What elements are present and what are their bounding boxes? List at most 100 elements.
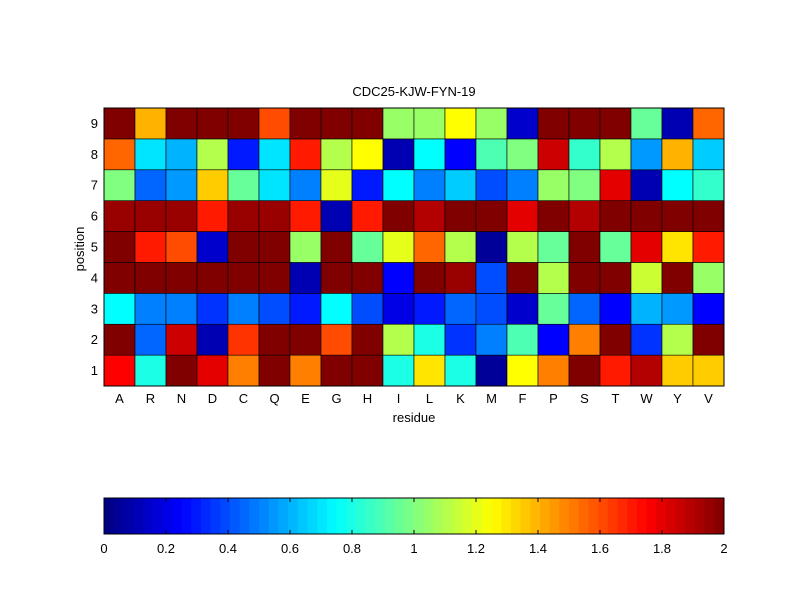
heatmap-cell: [258, 138, 291, 171]
heatmap-cell: [165, 169, 198, 201]
y-tick-label: 1: [91, 363, 98, 378]
colorbar-segment: [404, 498, 415, 534]
colorbar-segment: [133, 498, 144, 534]
heatmap-cell: [630, 293, 663, 325]
x-tick-label: Q: [269, 391, 279, 406]
heatmap-cell: [165, 293, 198, 325]
colorbar-segment: [326, 498, 337, 534]
heatmap-cell: [506, 200, 539, 232]
colorbar-segment: [162, 498, 173, 534]
heatmap-cell: [289, 293, 322, 325]
colorbar-segment: [656, 498, 667, 534]
heatmap-cell: [134, 323, 167, 356]
heatmap-cell: [444, 262, 477, 294]
heatmap-cell: [599, 169, 632, 201]
heatmap-cell: [630, 323, 663, 356]
heatmap-cell: [599, 323, 632, 356]
x-tick-label: R: [146, 391, 155, 406]
heatmap-cell: [568, 293, 601, 325]
y-tick-label: 4: [91, 270, 98, 285]
heatmap-cell: [382, 200, 415, 232]
heatmap-cell: [692, 262, 725, 294]
heatmap-cell: [196, 262, 229, 294]
heatmap-cell: [134, 138, 167, 171]
y-tick-label: 2: [91, 332, 98, 347]
colorbar-tick-label: 0: [100, 541, 107, 556]
heatmap-cell: [227, 262, 260, 294]
heatmap-cell: [537, 107, 570, 140]
colorbar-segment: [365, 498, 376, 534]
colorbar-segment: [307, 498, 318, 534]
heatmap-cell: [475, 293, 508, 325]
colorbar-segment: [297, 498, 308, 534]
colorbar-segment: [249, 498, 260, 534]
heatmap-cell: [537, 293, 570, 325]
colorbar-segment: [549, 498, 560, 534]
heatmap-cell: [568, 262, 601, 294]
colorbar-segment: [375, 498, 386, 534]
heatmap-cell: [475, 262, 508, 294]
heatmap-cell: [506, 169, 539, 201]
heatmap-cell: [599, 200, 632, 232]
x-tick-label: N: [177, 391, 186, 406]
heatmap-cell: [692, 293, 725, 325]
heatmap-cell: [413, 138, 446, 171]
colorbar-segment: [104, 498, 115, 534]
y-tick-label: 6: [91, 209, 98, 224]
colorbar-segment: [627, 498, 638, 534]
y-tick-labels: 1 2 3 4 5 6 7 8 9: [91, 116, 98, 378]
heatmap-cell: [320, 138, 353, 171]
y-tick-label: 7: [91, 178, 98, 193]
heatmap-cell: [661, 138, 694, 171]
x-tick-label: V: [704, 391, 713, 406]
heatmap-cell: [103, 169, 136, 201]
heatmap-cell: [475, 107, 508, 140]
colorbar-segment: [452, 498, 463, 534]
heatmap-cell: [320, 169, 353, 201]
heatmap-cell: [506, 107, 539, 140]
heatmap-cell: [351, 231, 384, 263]
heatmap-cell: [537, 323, 570, 356]
heatmap-cell: [475, 169, 508, 201]
colorbar-segment: [171, 498, 182, 534]
colorbar-segment: [123, 498, 134, 534]
heatmap-cell: [258, 200, 291, 232]
heatmap-cell: [413, 169, 446, 201]
colorbar-segment: [317, 498, 328, 534]
colorbar-segment: [491, 498, 502, 534]
heatmap-cell: [165, 200, 198, 232]
heatmap-cell: [444, 293, 477, 325]
colorbar-segment: [472, 498, 483, 534]
colorbar-segment: [229, 498, 241, 534]
x-tick-label: S: [580, 391, 589, 406]
heatmap-cell: [165, 323, 198, 356]
colorbar-segment: [210, 498, 221, 534]
x-tick-label: L: [426, 391, 433, 406]
colorbar-segment: [346, 498, 357, 534]
colorbar-segment: [665, 498, 677, 534]
x-tick-label: I: [397, 391, 401, 406]
heatmap-cell: [165, 231, 198, 263]
heatmap-cell: [568, 231, 601, 263]
heatmap-cell: [134, 107, 167, 140]
heatmap-cell: [196, 169, 229, 201]
x-tick-label: K: [456, 391, 465, 406]
y-tick-label: 5: [91, 240, 98, 255]
heatmap-cell: [196, 138, 229, 171]
heatmap-cell: [351, 200, 384, 232]
heatmap-cell: [134, 354, 167, 387]
heatmap-cell: [568, 354, 601, 387]
heatmap-cell: [289, 107, 322, 140]
heatmap-cell: [103, 231, 136, 263]
colorbar-segment: [481, 498, 492, 534]
heatmap-cell: [103, 262, 136, 294]
heatmap-cell: [103, 293, 136, 325]
heatmap-cell: [320, 293, 353, 325]
heatmap-cell: [196, 107, 229, 140]
heatmap-cell: [413, 107, 446, 140]
heatmap-cell: [103, 200, 136, 232]
heatmap-cell: [258, 169, 291, 201]
x-tick-label: A: [115, 391, 124, 406]
